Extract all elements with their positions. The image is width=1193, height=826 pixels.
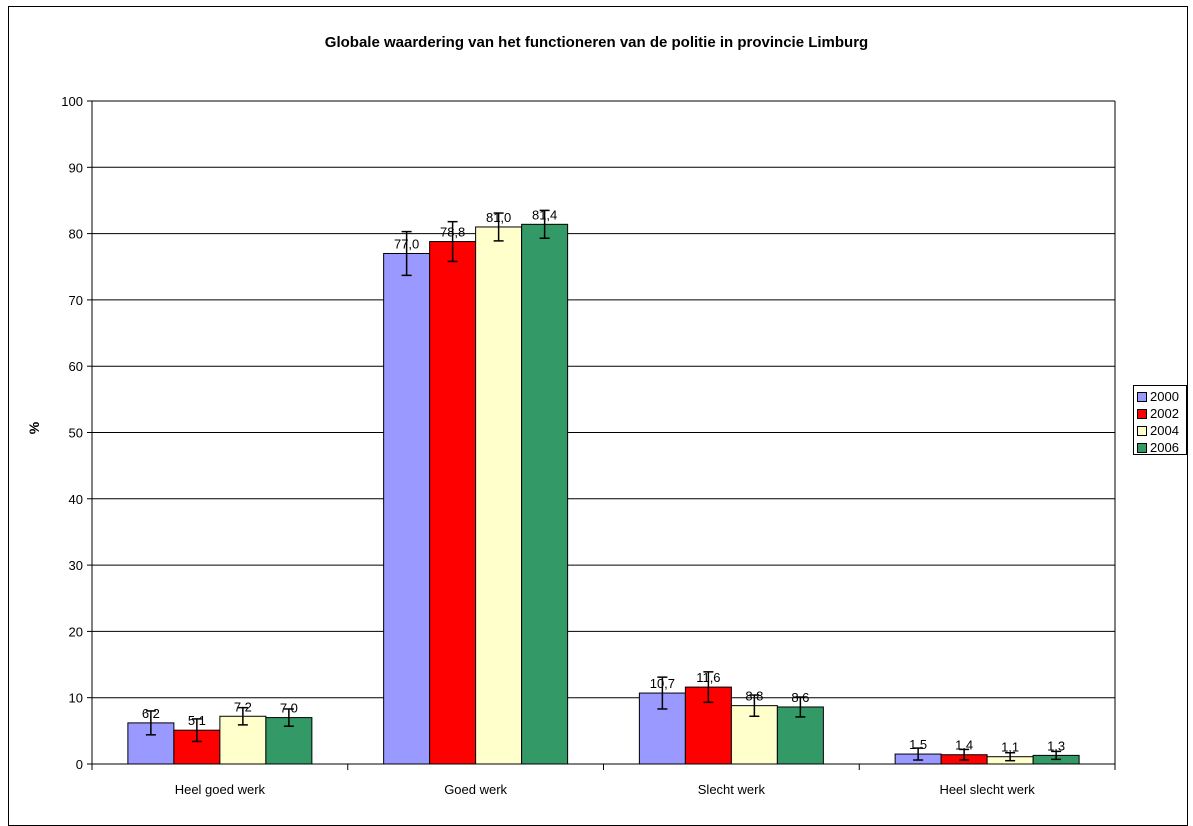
x-tick-label: Heel slecht werk [939, 782, 1035, 797]
y-tick-label: 30 [69, 558, 83, 573]
data-label: 1,3 [1047, 738, 1065, 753]
y-tick-label: 40 [69, 492, 83, 507]
y-tick-label: 90 [69, 160, 83, 175]
y-tick-label: 80 [69, 227, 83, 242]
data-label: 77,0 [394, 236, 419, 251]
y-axis-label: % [26, 421, 43, 435]
legend: 2000 2002 2004 2006 [1133, 385, 1187, 455]
legend-swatch [1137, 408, 1147, 419]
data-label: 7,2 [234, 699, 252, 714]
y-tick-label: 60 [69, 359, 83, 374]
legend-label: 2002 [1150, 406, 1179, 421]
data-label: 78,8 [440, 225, 465, 240]
legend-swatch [1137, 425, 1147, 436]
legend-swatch [1137, 391, 1147, 402]
legend-swatch [1137, 442, 1147, 453]
chart-frame [8, 6, 1188, 826]
legend-item: 2006 [1137, 439, 1186, 456]
legend-label: 2000 [1150, 389, 1179, 404]
data-label: 7,0 [280, 701, 298, 716]
x-tick-label: Slecht werk [698, 782, 766, 797]
data-label: 1,1 [1001, 740, 1019, 755]
data-label: 10,7 [650, 676, 675, 691]
data-label: 1,4 [955, 738, 973, 753]
bar [429, 241, 477, 765]
y-tick-label: 0 [76, 757, 83, 772]
y-tick-label: 20 [69, 624, 83, 639]
y-tick-label: 70 [69, 293, 83, 308]
data-label: 1,5 [909, 737, 927, 752]
data-label: 8,6 [791, 690, 809, 705]
y-tick-label: 10 [69, 691, 83, 706]
data-label: 8,8 [745, 689, 763, 704]
bar [383, 252, 431, 765]
data-label: 5,1 [188, 713, 206, 728]
legend-item: 2004 [1137, 422, 1186, 439]
data-label: 6,2 [142, 706, 160, 721]
legend-item: 2002 [1137, 405, 1186, 422]
x-tick-label: Goed werk [444, 782, 507, 797]
legend-label: 2006 [1150, 440, 1179, 455]
bar [475, 226, 523, 765]
legend-label: 2004 [1150, 423, 1179, 438]
data-label: 81,4 [532, 207, 557, 222]
x-tick-label: Heel goed werk [175, 782, 266, 797]
data-label: 11,6 [696, 670, 720, 685]
y-tick-label: 100 [61, 94, 83, 109]
legend-item: 2000 [1137, 388, 1186, 405]
y-tick-label: 50 [69, 426, 83, 441]
data-label: 81,0 [486, 210, 511, 225]
bar [521, 223, 569, 765]
chart-title: Globale waardering van het functioneren … [324, 34, 869, 51]
